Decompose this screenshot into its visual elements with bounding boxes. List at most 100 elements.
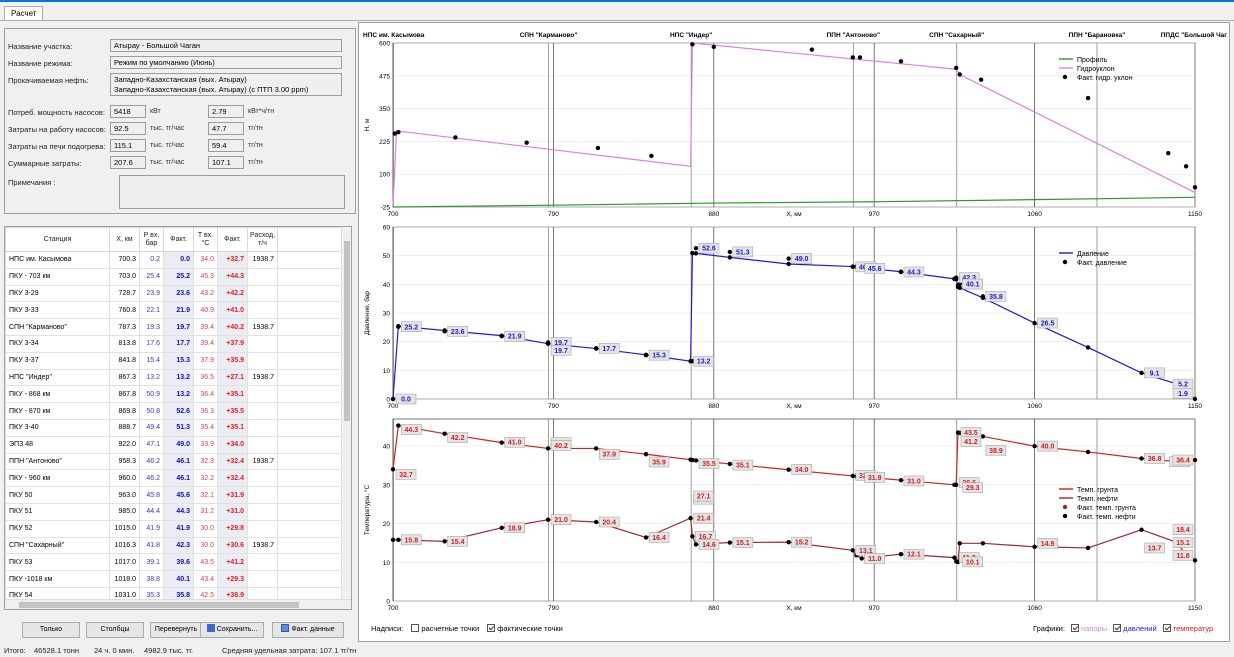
cell-station[interactable]: СПН "Сахарный" [5,536,110,555]
graph-pressure-checkbox[interactable] [1113,624,1122,632]
cell-p-fact[interactable]: 25.2 [163,267,194,286]
cell-flow[interactable] [246,301,279,320]
cell-p-fact[interactable]: 45.6 [163,486,194,504]
col-t-fact[interactable]: Факт. [217,227,248,252]
cell-flow[interactable] [246,385,279,404]
cell-flow[interactable]: 1938.7 [246,536,279,555]
total-cost-field-2[interactable]: 107.1 [208,156,244,169]
cell-station[interactable]: НПС "Индер" [5,368,110,387]
cell-p-in[interactable]: 15.4 [139,351,164,370]
cell-p-in[interactable]: 50.8 [139,402,164,420]
cell-flow[interactable] [246,402,279,420]
cell-t-in[interactable]: 45.3 [193,267,218,286]
cell-t-fact[interactable]: +31.9 [217,486,248,504]
cell-p-fact[interactable]: 44.3 [163,502,194,521]
cell-p-fact[interactable]: 42.3 [163,536,194,555]
cell-flow[interactable] [246,418,279,437]
columns-button[interactable]: Столбцы [86,622,144,638]
cell-flow[interactable] [246,502,279,521]
cell-t-in[interactable]: 40.9 [193,301,218,320]
cell-station[interactable]: ПКУ 3-29 [5,284,110,303]
cell-flow[interactable] [246,284,279,303]
cell-p-in[interactable]: 19.3 [139,318,164,336]
calc-points-checkbox[interactable] [411,624,420,632]
table-row[interactable]: ПКУ - 703 км 703.0 25.4 25.2 45.3 +44.3 [5,267,345,286]
cell-station[interactable]: ПКУ 3-33 [5,301,110,320]
cell-p-in[interactable]: 13.2 [139,368,164,387]
total-cost-field[interactable]: 207.6 [110,156,146,169]
cell-p-in[interactable]: 45.8 [139,486,164,504]
cell-t-fact[interactable]: +32.4 [217,452,248,471]
cell-t-fact[interactable]: +40.2 [217,318,248,336]
table-row[interactable]: ПКУ 50 963.0 45.8 45.6 32.1 +31.9 [5,486,345,504]
power-field-2[interactable]: 2.79 [208,105,244,118]
table-row[interactable]: СПН "Сахарный" 1016.3 41.8 42.3 30.0 +30.6 193… [5,536,345,555]
cell-t-in[interactable]: 43.4 [193,570,218,588]
cell-x[interactable]: 813.8 [109,334,140,353]
table-row[interactable]: ПКУ - 960 км 960.0 46.2 46.1 32.2 +32.4 [5,469,345,488]
cell-station[interactable]: ПКУ 3-34 [5,334,110,353]
cell-flow[interactable] [246,267,279,286]
cell-t-fact[interactable]: +41.2 [217,553,248,572]
cell-p-fact[interactable]: 23.6 [163,284,194,303]
cell-station[interactable]: ПКУ - 868 км [5,385,110,404]
table-row[interactable]: ЭПЗ 48 922.0 47.1 49.0 33.9 +34.0 [5,435,345,454]
table-vscroll[interactable] [341,227,351,601]
cell-p-in[interactable]: 17.6 [139,334,164,353]
cell-flow[interactable] [246,469,279,488]
col-p-fact[interactable]: Факт. [163,227,194,252]
table-hscroll-thumb[interactable] [19,602,299,608]
table-row[interactable]: ПКУ - 870 км 869.8 50.8 52.6 36.3 +35.5 [5,402,345,420]
table-row[interactable]: НПС им. Касымова 700.3 0.2 0.0 34.0 +32.7 1938… [5,251,345,269]
cell-t-in[interactable]: 32.2 [193,469,218,488]
mode-field[interactable]: Режим по умолчанию (Июнь) [110,56,342,69]
cell-station[interactable]: ПКУ -1018 км [5,570,110,588]
cell-x[interactable]: 760.8 [109,301,140,320]
cell-t-fact[interactable]: +32.4 [217,469,248,488]
cell-p-fact[interactable]: 46.1 [163,452,194,471]
cell-x[interactable]: 958.3 [109,452,140,471]
table-row[interactable]: ПКУ - 868 км 867.8 50.9 13.2 36.4 +35.1 [5,385,345,404]
cell-x[interactable]: 960.0 [109,469,140,488]
cell-t-in[interactable]: 33.9 [193,435,218,454]
cell-flow[interactable] [246,553,279,572]
cell-station[interactable]: ПКУ - 870 км [5,402,110,420]
cell-x[interactable]: 787.3 [109,318,140,336]
cell-x[interactable]: 1016.3 [109,536,140,555]
table-row[interactable]: ПКУ 3-34 813.8 17.6 17.7 39.4 +37.9 [5,334,345,353]
col-p-in[interactable]: P вх. бар [139,227,164,252]
col-station[interactable]: Станция [5,227,110,252]
cell-t-fact[interactable]: +42.2 [217,284,248,303]
table-row[interactable]: ПКУ -1018 км 1018.0 38.8 40.1 43.4 +29.3 [5,570,345,588]
cell-station[interactable]: ПКУ - 960 км [5,469,110,488]
heat-cost-field-2[interactable]: 59.4 [208,139,244,152]
cell-flow[interactable] [246,334,279,353]
cell-t-in[interactable]: 35.4 [193,418,218,437]
flip-button[interactable]: Перевернуть [150,622,202,638]
cell-x[interactable]: 1017.0 [109,553,140,572]
cell-p-fact[interactable]: 13.2 [163,368,194,387]
cell-p-fact[interactable]: 17.7 [163,334,194,353]
cell-p-fact[interactable]: 39.6 [163,553,194,572]
cell-p-in[interactable]: 47.1 [139,435,164,454]
cell-x[interactable]: 1015.0 [109,519,140,538]
table-row[interactable]: ПКУ 52 1015.0 41.9 41.9 30.0 +29.8 [5,519,345,538]
cell-p-fact[interactable]: 51.3 [163,418,194,437]
cell-p-in[interactable]: 23.9 [139,284,164,303]
table-vscroll-thumb[interactable] [344,241,350,421]
cell-p-in[interactable]: 22.1 [139,301,164,320]
cell-t-fact[interactable]: +31.0 [217,502,248,521]
cell-flow[interactable] [246,570,279,588]
cell-station[interactable]: ПКУ - 703 км [5,267,110,286]
cell-p-fact[interactable]: 0.0 [163,251,194,269]
graph-temp-checkbox[interactable] [1162,624,1171,632]
cell-t-in[interactable]: 43.2 [193,284,218,303]
cell-p-in[interactable]: 38.8 [139,570,164,588]
cell-p-fact[interactable]: 46.1 [163,469,194,488]
cell-station[interactable]: ППН "Антоново" [5,452,110,471]
cell-p-in[interactable]: 41.8 [139,536,164,555]
table-row[interactable]: ПКУ 51 985.0 44.4 44.3 31.2 +31.0 [5,502,345,521]
cell-t-in[interactable]: 39.4 [193,334,218,353]
cell-t-in[interactable]: 36.3 [193,402,218,420]
pump-cost-field[interactable]: 92.5 [110,122,146,135]
